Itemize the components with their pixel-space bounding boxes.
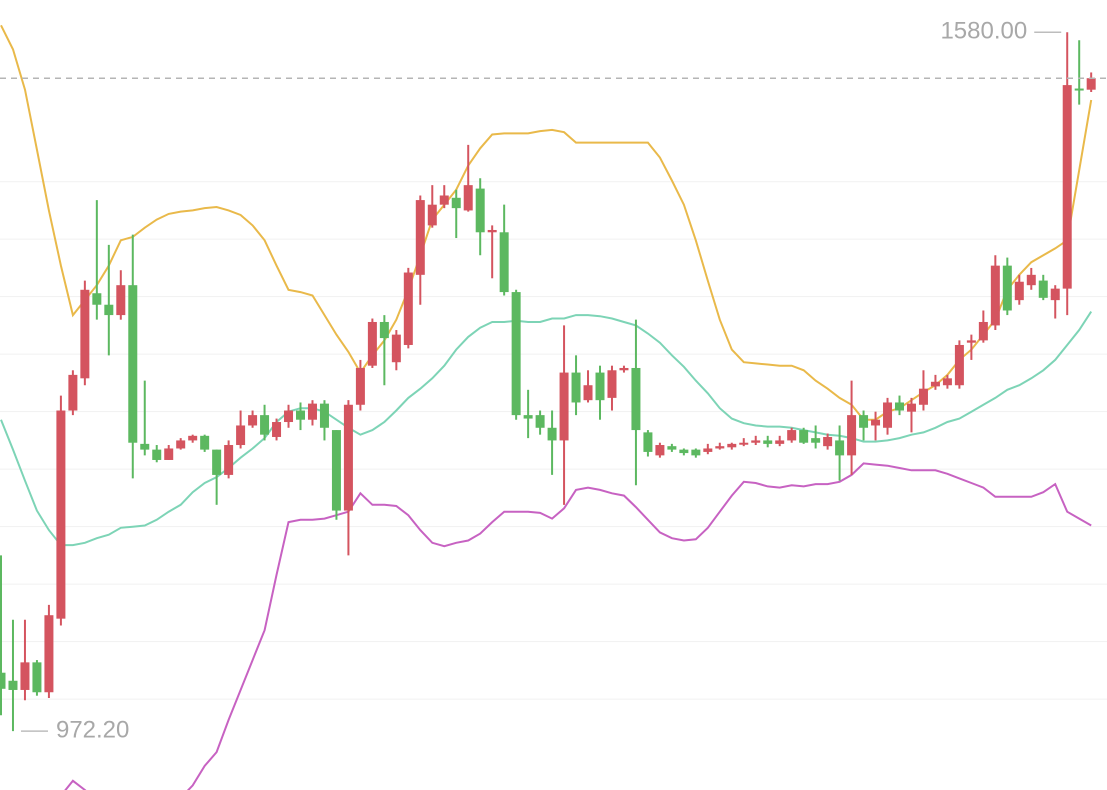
candle-body bbox=[176, 440, 186, 449]
candle-body bbox=[248, 415, 258, 426]
candle-body bbox=[475, 188, 485, 233]
candle-body bbox=[487, 229, 497, 233]
candle-body bbox=[260, 415, 270, 435]
candle-body bbox=[391, 334, 401, 363]
candle-body bbox=[667, 446, 677, 450]
band-line bbox=[64, 462, 1092, 790]
candle-body bbox=[379, 321, 389, 339]
candle-body bbox=[918, 388, 928, 405]
candle-body bbox=[200, 435, 210, 450]
candle-body bbox=[224, 445, 234, 475]
candle-body bbox=[607, 370, 617, 398]
candle-body bbox=[583, 385, 593, 401]
candle-body bbox=[954, 344, 964, 386]
candle-body bbox=[871, 419, 881, 426]
candle-body bbox=[571, 372, 581, 403]
candle-body bbox=[691, 449, 701, 456]
candle-body bbox=[451, 197, 461, 209]
candle-body bbox=[8, 680, 18, 690]
candle-body bbox=[739, 442, 749, 445]
candle-body bbox=[631, 367, 641, 431]
candle-body bbox=[367, 321, 377, 366]
candle-body bbox=[44, 615, 54, 693]
candle-body bbox=[499, 232, 509, 293]
candle-body bbox=[978, 321, 988, 341]
candle-body bbox=[331, 430, 341, 511]
candle-body bbox=[523, 415, 533, 419]
candle-body bbox=[1026, 274, 1036, 286]
candle-body bbox=[128, 285, 138, 443]
candle-body bbox=[355, 367, 365, 405]
candle-body bbox=[655, 445, 665, 456]
candle-body bbox=[511, 292, 521, 416]
candle-body bbox=[703, 448, 713, 452]
candle-body bbox=[619, 367, 629, 371]
candle-body bbox=[811, 438, 821, 443]
candle-body bbox=[68, 374, 78, 411]
candle-body bbox=[403, 272, 413, 345]
candle-body bbox=[104, 304, 114, 316]
candle-body bbox=[20, 662, 30, 690]
candle-body bbox=[152, 449, 162, 460]
candle-body bbox=[643, 432, 653, 452]
candle-body bbox=[296, 410, 305, 420]
candle-body bbox=[272, 422, 282, 437]
candle-body bbox=[787, 430, 797, 441]
candle-body bbox=[1050, 288, 1060, 301]
candle-body bbox=[236, 425, 246, 446]
candle-body bbox=[463, 185, 473, 211]
annotation-label: 1580.00 bbox=[940, 18, 1027, 45]
candle-body bbox=[116, 285, 126, 316]
annotation-label: 972.20 bbox=[56, 716, 129, 743]
candle-body bbox=[140, 443, 150, 450]
candle-body bbox=[799, 430, 809, 443]
candle-body bbox=[930, 381, 940, 387]
candle-body bbox=[595, 372, 605, 401]
candle-body bbox=[1086, 78, 1096, 90]
candle-body bbox=[835, 440, 845, 456]
candle-body bbox=[319, 403, 329, 428]
candle-body bbox=[727, 443, 737, 448]
candle-body bbox=[763, 440, 773, 444]
candle-body bbox=[415, 200, 425, 275]
candle-body bbox=[966, 340, 976, 343]
candle-body bbox=[32, 662, 42, 693]
candle-body bbox=[1002, 265, 1012, 311]
candle-body bbox=[679, 449, 689, 454]
candle-body bbox=[715, 446, 725, 449]
candle-body bbox=[427, 204, 437, 226]
candle-body bbox=[883, 402, 893, 428]
candle-body bbox=[859, 415, 869, 428]
candle-body bbox=[56, 410, 66, 619]
candle-body bbox=[212, 449, 222, 475]
candle-body bbox=[164, 448, 174, 460]
candle-body bbox=[559, 372, 569, 441]
candle-body bbox=[1062, 85, 1072, 289]
candle-body bbox=[0, 672, 6, 689]
candle-body bbox=[942, 378, 952, 386]
candle-body bbox=[188, 435, 198, 441]
candle-body bbox=[990, 265, 1000, 326]
candle-body bbox=[823, 436, 833, 447]
candle-body bbox=[1014, 281, 1024, 301]
band-line bbox=[0, 311, 1093, 547]
candle-body bbox=[547, 427, 557, 441]
candle-body bbox=[775, 440, 785, 444]
candle-body bbox=[439, 195, 449, 205]
candle-body bbox=[1074, 88, 1084, 91]
candle-body bbox=[1038, 280, 1048, 298]
candle-body bbox=[535, 415, 545, 428]
candle-body bbox=[284, 410, 294, 423]
candle-body bbox=[307, 403, 317, 420]
candle-body bbox=[847, 415, 857, 456]
band-line bbox=[0, 24, 1093, 421]
candle-body bbox=[751, 440, 761, 443]
candle-body bbox=[906, 403, 916, 412]
candle-body bbox=[895, 402, 904, 411]
candle-body bbox=[343, 404, 353, 511]
candle-body bbox=[92, 293, 102, 305]
candle-body bbox=[80, 289, 90, 379]
